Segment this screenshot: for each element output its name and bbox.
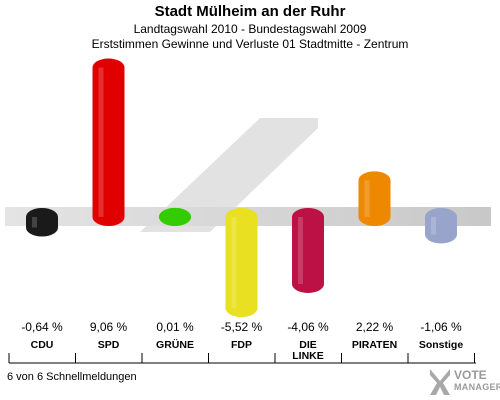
bar-grüne — [159, 207, 191, 226]
category-label-die-linke: DIE — [299, 339, 317, 351]
category-label-cdu: CDU — [31, 339, 54, 351]
value-label-sonstige: -1,06 % — [420, 320, 462, 334]
bar-fdp — [225, 208, 258, 318]
bar-cdu — [26, 208, 58, 237]
value-label-grüne: 0,01 % — [156, 320, 194, 334]
background-shadow — [140, 118, 318, 232]
bar-die-linke — [292, 208, 324, 293]
bar-sonstige — [425, 208, 457, 244]
category-axis — [8, 353, 476, 364]
category-label-grüne: GRÜNE — [156, 338, 194, 351]
chart-title: Stadt Mülheim an der Ruhr — [154, 3, 346, 20]
category-label-die-linke: LINKE — [292, 350, 324, 362]
value-label-die-linke: -4,06 % — [287, 320, 329, 334]
vote-manager-logo: VOTE MANAGER — [428, 366, 500, 398]
footer-status: 6 von 6 Schnellmeldungen — [7, 371, 137, 383]
category-label-spd: SPD — [98, 339, 120, 351]
chart-description: Erststimmen Gewinne und Verluste 01 Stad… — [91, 37, 409, 51]
bar-spd — [92, 58, 125, 226]
category-label-fdp: FDP — [231, 339, 252, 351]
value-label-fdp: -5,52 % — [221, 320, 263, 334]
bar-piraten — [358, 171, 391, 226]
value-label-cdu: -0,64 % — [21, 320, 63, 334]
value-label-piraten: 2,22 % — [356, 320, 394, 334]
category-label-piraten: PIRATEN — [352, 339, 397, 351]
category-label-sonstige: Sonstige — [419, 339, 463, 351]
chart-subtitle: Landtagswahl 2010 - Bundestagswahl 2009 — [133, 22, 367, 36]
value-label-spd: 9,06 % — [90, 320, 128, 334]
